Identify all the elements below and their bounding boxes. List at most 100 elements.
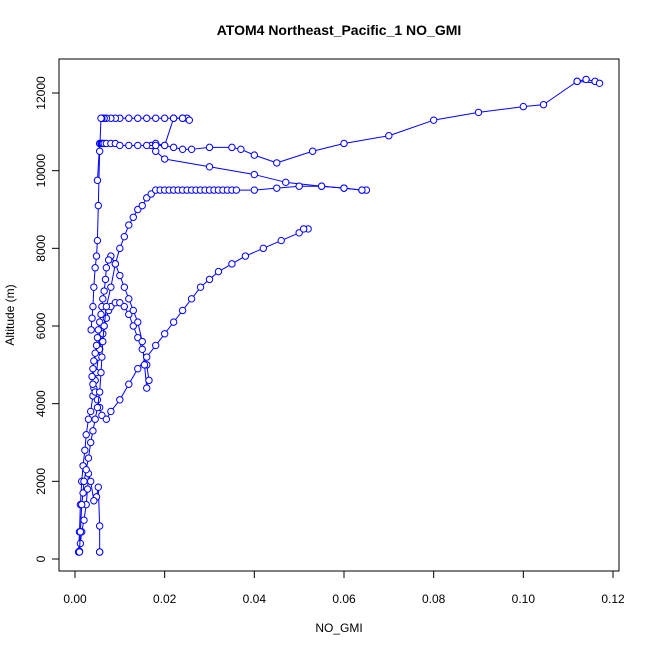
- series-segment: [312, 142, 345, 152]
- data-point: [228, 260, 236, 268]
- data-point: [82, 465, 90, 474]
- data-point: [95, 147, 104, 155]
- data-point: [84, 415, 93, 423]
- data-point: [358, 186, 366, 194]
- data-point: [241, 252, 250, 260]
- data-point: [100, 322, 108, 330]
- data-point: [129, 213, 137, 221]
- data-point: [429, 116, 438, 124]
- data-point: [299, 225, 308, 233]
- x-tick-label: 0.00: [63, 592, 87, 606]
- data-point: [86, 438, 95, 447]
- data-point: [474, 108, 483, 117]
- x-tick-label: 0.04: [243, 592, 267, 606]
- data-point: [125, 221, 133, 229]
- data-point: [250, 151, 259, 159]
- data-point: [143, 114, 151, 122]
- data-point: [94, 326, 103, 334]
- data-point: [97, 310, 105, 319]
- data-point: [160, 141, 169, 150]
- x-tick-label: 0.02: [153, 592, 177, 606]
- series-segment: [343, 135, 389, 144]
- profile-series: [87, 114, 194, 334]
- data-point: [125, 380, 133, 388]
- data-point: [125, 295, 133, 303]
- data-point: [228, 143, 236, 152]
- data-point: [340, 184, 348, 192]
- data-point: [519, 102, 528, 111]
- series-segment: [209, 166, 255, 176]
- data-point: [169, 114, 178, 122]
- series-segment: [78, 504, 81, 532]
- data-point: [595, 79, 604, 87]
- data-point: [169, 143, 178, 152]
- data-point: [134, 114, 142, 122]
- data-point: [102, 264, 111, 272]
- data-point: [89, 380, 97, 388]
- data-point: [102, 415, 111, 423]
- series-segment: [164, 158, 210, 168]
- series-layer: [74, 75, 604, 556]
- data-point: [95, 522, 104, 530]
- data-point: [90, 283, 98, 291]
- y-tick-label: 8000: [34, 235, 48, 262]
- series-segment: [254, 174, 286, 183]
- data-point: [93, 236, 102, 245]
- data-point: [97, 368, 105, 377]
- data-point: [385, 132, 393, 140]
- data-point: [104, 256, 113, 264]
- data-point: [91, 264, 99, 272]
- data-point: [160, 114, 169, 122]
- data-point: [102, 302, 111, 311]
- data-point: [91, 349, 99, 357]
- data-point: [205, 143, 214, 152]
- series-segment: [79, 504, 83, 532]
- data-point: [282, 178, 290, 187]
- data-point: [98, 353, 106, 361]
- data-point: [273, 159, 281, 167]
- data-point: [160, 155, 169, 163]
- data-point: [81, 446, 89, 454]
- data-point: [120, 232, 129, 241]
- data-point: [86, 477, 95, 486]
- data-point: [178, 145, 187, 154]
- data-point: [143, 384, 151, 392]
- data-point: [134, 318, 142, 326]
- x-tick-label: 0.12: [601, 592, 625, 606]
- data-point: [99, 295, 107, 303]
- y-tick-label: 12000: [34, 76, 48, 110]
- series-segment: [276, 185, 300, 189]
- data-point: [187, 295, 196, 303]
- data-point: [78, 500, 86, 509]
- data-point: [138, 345, 146, 353]
- data-point: [196, 283, 205, 291]
- data-point: [317, 182, 326, 190]
- data-point: [80, 516, 88, 524]
- data-point: [250, 170, 259, 179]
- data-point: [93, 403, 102, 412]
- data-point: [143, 141, 151, 150]
- data-point: [152, 141, 160, 150]
- series-segment: [543, 80, 578, 106]
- data-point: [205, 275, 214, 284]
- data-point: [93, 333, 102, 342]
- data-point: [160, 330, 169, 338]
- data-point: [573, 77, 581, 86]
- data-point: [95, 388, 104, 396]
- data-point: [134, 141, 142, 150]
- data-point: [237, 145, 245, 154]
- data-point: [116, 244, 124, 253]
- data-point: [539, 100, 548, 109]
- data-point: [116, 141, 124, 150]
- series-segment: [164, 118, 175, 146]
- data-point: [90, 357, 98, 365]
- data-point: [143, 353, 151, 361]
- data-point: [129, 306, 137, 315]
- data-point: [250, 186, 259, 194]
- data-point: [91, 415, 99, 423]
- data-point: [92, 252, 101, 260]
- series-segment: [96, 205, 99, 241]
- data-point: [95, 548, 104, 556]
- data-point: [185, 116, 194, 124]
- data-point: [107, 283, 115, 291]
